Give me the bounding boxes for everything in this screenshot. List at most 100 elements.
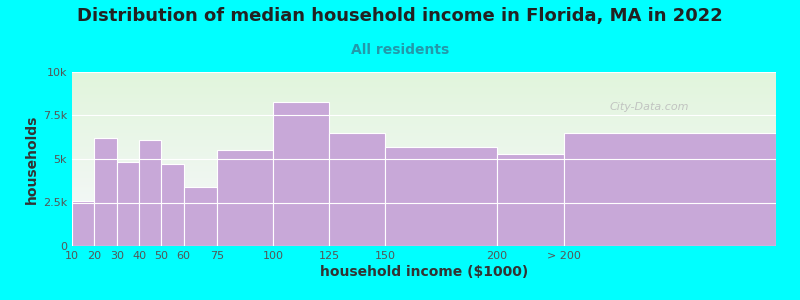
Bar	[72, 131, 776, 133]
Bar	[72, 202, 776, 204]
Bar	[72, 108, 776, 110]
Text: Distribution of median household income in Florida, MA in 2022: Distribution of median household income …	[77, 8, 723, 26]
Bar	[72, 234, 776, 236]
Bar	[72, 149, 776, 150]
Bar	[218, 150, 273, 246]
Bar	[72, 159, 776, 160]
Bar	[72, 188, 776, 190]
Bar	[72, 243, 776, 244]
Bar	[72, 75, 776, 76]
Bar	[72, 173, 776, 175]
Bar	[72, 105, 776, 107]
Bar	[72, 213, 776, 214]
Bar	[72, 88, 776, 89]
Bar	[72, 133, 776, 134]
Bar	[72, 169, 776, 171]
Bar	[72, 95, 776, 97]
Bar	[72, 81, 776, 82]
Bar	[72, 206, 776, 207]
Bar	[72, 147, 776, 149]
Bar	[72, 82, 776, 84]
Bar	[72, 156, 776, 158]
Bar	[72, 226, 776, 227]
Bar	[72, 143, 776, 145]
Text: City-Data.com: City-Data.com	[610, 102, 689, 112]
Bar	[72, 172, 776, 173]
Bar	[72, 201, 776, 202]
Bar	[72, 191, 776, 192]
Bar	[139, 140, 162, 246]
Bar	[72, 111, 776, 112]
Bar	[162, 164, 184, 246]
Bar	[72, 162, 776, 163]
Bar	[72, 123, 776, 124]
Bar	[497, 154, 564, 246]
Bar	[72, 120, 776, 121]
Bar	[72, 139, 776, 140]
Bar	[72, 116, 776, 117]
Bar	[72, 140, 776, 142]
Bar	[72, 181, 776, 182]
Bar	[72, 136, 776, 137]
Bar	[72, 121, 776, 123]
Bar	[72, 92, 776, 94]
Bar	[94, 138, 117, 246]
Bar	[72, 112, 776, 114]
Bar	[72, 74, 776, 75]
Bar	[72, 165, 776, 166]
Bar	[72, 72, 776, 74]
Bar	[72, 91, 776, 92]
Bar	[72, 107, 776, 108]
Bar	[72, 223, 776, 224]
Bar	[72, 194, 776, 195]
Bar	[72, 208, 776, 210]
Bar	[72, 227, 776, 229]
Bar	[72, 124, 776, 126]
Bar	[72, 211, 776, 213]
Bar	[72, 86, 776, 88]
Bar	[72, 201, 94, 246]
Bar	[72, 236, 776, 237]
Bar	[72, 176, 776, 178]
Y-axis label: households: households	[25, 114, 38, 204]
Bar	[184, 187, 218, 246]
Bar	[72, 97, 776, 98]
Bar	[72, 98, 776, 100]
Bar	[72, 130, 776, 131]
Bar	[72, 233, 776, 234]
Bar	[273, 102, 329, 246]
Bar	[72, 79, 776, 81]
Bar	[72, 160, 776, 162]
Bar	[72, 244, 776, 246]
Bar	[72, 94, 776, 95]
Bar	[72, 210, 776, 211]
Text: All residents: All residents	[351, 44, 449, 58]
Bar	[72, 118, 776, 120]
Bar	[72, 84, 776, 85]
Bar	[72, 100, 776, 101]
Bar	[72, 204, 776, 206]
Bar	[72, 168, 776, 169]
Bar	[72, 229, 776, 230]
Bar	[72, 200, 776, 201]
Bar	[72, 217, 776, 218]
Bar	[72, 128, 776, 130]
Bar	[72, 190, 776, 191]
Bar	[385, 147, 497, 246]
Bar	[72, 89, 776, 91]
Bar	[72, 163, 776, 165]
Bar	[72, 184, 776, 185]
Bar	[72, 145, 776, 146]
Bar	[72, 85, 776, 86]
Bar	[72, 102, 776, 104]
Bar	[72, 171, 776, 172]
Bar	[72, 230, 776, 232]
Bar	[72, 150, 776, 152]
Bar	[72, 175, 776, 176]
Bar	[72, 242, 776, 243]
Bar	[72, 182, 776, 184]
Bar	[72, 195, 776, 197]
Bar	[72, 126, 776, 127]
Bar	[329, 133, 385, 246]
Bar	[72, 178, 776, 179]
